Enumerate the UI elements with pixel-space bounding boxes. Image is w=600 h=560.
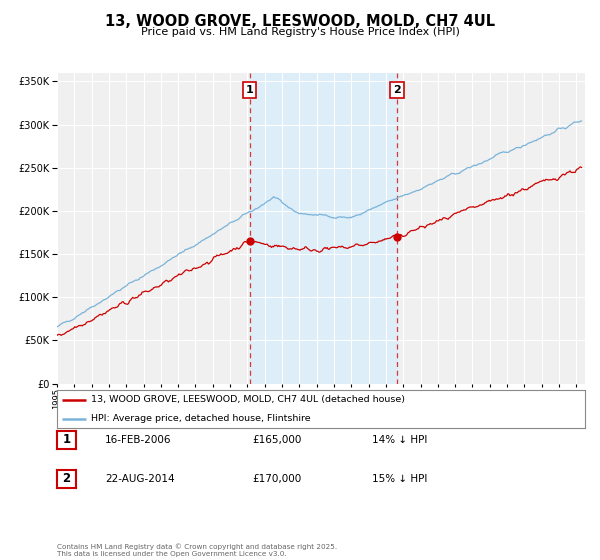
Text: 16-FEB-2006: 16-FEB-2006 [105,435,172,445]
Text: £165,000: £165,000 [252,435,301,445]
Text: 13, WOOD GROVE, LEESWOOD, MOLD, CH7 4UL: 13, WOOD GROVE, LEESWOOD, MOLD, CH7 4UL [105,14,495,29]
Bar [250,73,397,384]
Text: Price paid vs. HM Land Registry's House Price Index (HPI): Price paid vs. HM Land Registry's House … [140,27,460,37]
Text: 1: 1 [62,433,71,446]
Text: £170,000: £170,000 [252,474,301,484]
Text: Contains HM Land Registry data © Crown copyright and database right 2025.
This d: Contains HM Land Registry data © Crown c… [57,544,337,557]
Text: 2: 2 [393,85,401,95]
Text: 13, WOOD GROVE, LEESWOOD, MOLD, CH7 4UL (detached house): 13, WOOD GROVE, LEESWOOD, MOLD, CH7 4UL … [91,395,406,404]
Text: 22-AUG-2014: 22-AUG-2014 [105,474,175,484]
Text: 14% ↓ HPI: 14% ↓ HPI [372,435,427,445]
Text: HPI: Average price, detached house, Flintshire: HPI: Average price, detached house, Flin… [91,414,311,423]
Text: 2: 2 [62,472,71,486]
Text: 1: 1 [245,85,253,95]
Text: 15% ↓ HPI: 15% ↓ HPI [372,474,427,484]
